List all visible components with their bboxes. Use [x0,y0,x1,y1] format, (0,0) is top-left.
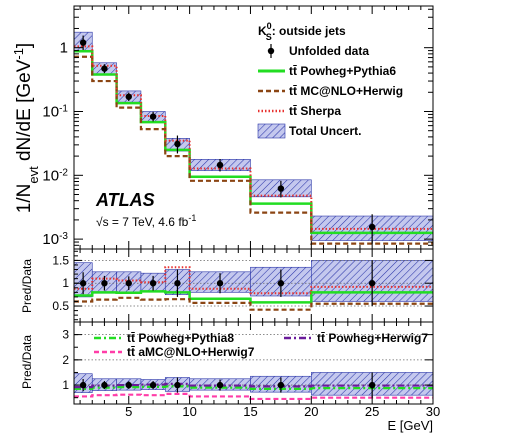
main-data-point-4 [174,140,181,148]
x-axis: 5 10 15 20 25 30 [79,6,440,419]
ratio1-sherpa-line [74,266,433,295]
x-tick-label-5: 30 [426,404,440,419]
main-data-point-5 [216,161,224,169]
ratio1-data-point-5 [216,280,224,287]
x-tick-label-0: 5 [125,404,132,419]
main-legend: Unfolded data tt̄ Powheg+Pythia6 tt̄ MC@NL… [257,44,403,139]
main-data-point-0 [79,39,87,46]
main-mcatnlo-herwig-line [74,55,433,245]
ratio1-data-point-7 [368,280,376,287]
main-data-point-3 [149,113,157,120]
ratio2-data-points [79,372,376,398]
main-data-point-2 [125,93,132,100]
x-tick-label-1: 10 [182,404,196,419]
y-tick-label-1: 2 [62,353,69,367]
main-data-points [79,35,376,244]
ratio1-data-point-0 [79,280,87,287]
legend-label-sherpa: tt̄ Sherpa [289,104,341,118]
ratio2-data-point-5 [216,381,224,389]
x-tick-label-4: 25 [365,404,379,419]
ratio2-data-point-6 [277,381,285,389]
main-y-tick-label-3: 10-3 [42,231,68,249]
ratio2-frame [73,321,434,405]
ratio2-data-point-2 [125,381,132,389]
ratio2-data-point-1 [101,381,108,389]
legend-symbol-data [267,44,275,58]
ratio1-data-point-2 [125,280,132,287]
main-data-point-1 [101,65,108,72]
ratio1-data-points [79,260,376,307]
legend2-label-powheg_herwig7: tt̄ Powheg+Herwig7 [317,331,428,345]
legend-label-data: Unfolded data [289,44,369,58]
atlas-label: ATLAS [95,190,155,210]
selection-label: K0 S: outside jets [258,21,346,42]
main-y-tick-label-2: 10-2 [42,167,68,185]
ratio2-ylabel: Pred/Data [20,335,34,389]
main-frame [73,5,434,250]
ratio2-data-point-4 [174,381,181,389]
ratio1-mcatnlo-herwig-line [74,296,433,311]
y-tick-label-2: 3 [62,328,69,342]
ratio-panel-1: 0.5 1 1.5 Pred/Data [20,248,434,323]
xlabel: E [GeV] [387,418,433,433]
energy-lumi-label: √s = 7 TeV, 4.6 fb-1 [96,213,196,229]
y-tick-label-0: 0.5 [52,299,69,313]
ratio1-data-point-4 [174,280,181,287]
main-data-point-6 [277,185,285,192]
x-tick-label-2: 15 [243,404,257,419]
y-tick-label-1: 1 [62,276,69,290]
legend-symbol-band [257,123,286,139]
ratio1-data-point-3 [149,280,157,287]
x-tick-label-3: 20 [304,404,318,419]
main-panel: 1 10-1 10-2 10-3 1/Nevt dN/dE [GeV-1] ATLAS… [11,5,434,250]
ratio2-data-point-7 [368,381,376,389]
main-y-tick-label-0: 1 [60,40,68,57]
ratio2-legend: tt̄ Powheg+Pythia8 tt̄ Powheg+Herwig7 tt̄ … [94,331,428,359]
ratio1-gridlines [74,260,433,307]
main-y-axis: 1 10-1 10-2 10-3 [42,8,433,250]
main-data-point-7 [368,223,376,231]
ratio1-data-point-6 [277,280,285,287]
legend-band [257,123,286,139]
ratio1-data-point-1 [101,280,108,287]
y-tick-label-2: 1.5 [52,253,69,267]
ratio2-data-point-0 [79,381,87,389]
legend-label-mcatnlo_herwig: tt̄ MC@NLO+Herwig [289,84,403,98]
ratio1-prediction-curves [74,266,433,311]
legend2-label-amcatnlo_herwig7: tt̄ aMC@NLO+Herwig7 [127,345,255,359]
ratio1-ylabel: Pred/Data [20,259,34,313]
ylabel: 1/Nevt dN/dE [GeV-1] [11,43,41,213]
ratio1-powheg-pythia6-line [74,290,433,304]
y-tick-label-0: 1 [62,378,69,392]
legend-label-band: Total Uncert. [289,124,361,138]
legend-label-powheg_pythia6: tt̄ Powheg+Pythia6 [289,64,396,78]
legend-marker [267,47,275,55]
ratio2-data-point-3 [149,381,157,389]
legend2-label-powheg_pythia8: tt̄ Powheg+Pythia8 [127,331,234,345]
ratio-panel-2: 1 2 3 tt̄ Powheg+Pythia8 tt̄ Powheg+Herwig7… [20,321,434,405]
main-y-tick-label-1: 10-1 [42,103,68,121]
ratio1-y-axis: 0.5 1 1.5 [52,250,433,321]
